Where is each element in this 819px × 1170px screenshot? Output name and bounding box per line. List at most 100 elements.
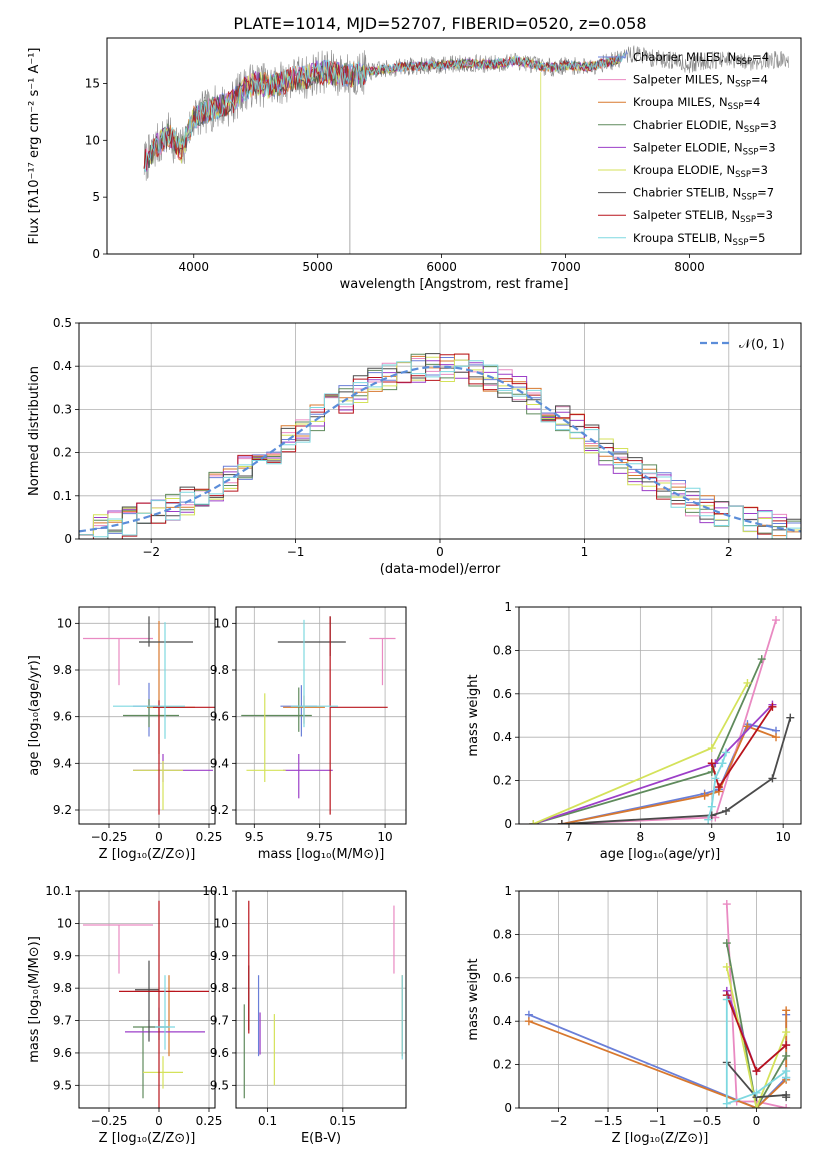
errorbar-point	[133, 1026, 169, 1099]
axis-label-y: mass [log₁₀(M/M⊙)]	[27, 936, 42, 1063]
tick-label-y: 9.6	[53, 710, 72, 724]
tick-label-x: −1	[649, 1114, 667, 1128]
axis-label-y: Normed distribution	[27, 366, 42, 496]
legend-subscript: SSP	[743, 147, 759, 157]
legend-label: 𝒩(0, 1)	[739, 336, 785, 351]
weight-marker	[557, 820, 566, 824]
plot-area	[79, 353, 801, 539]
errorbar-point	[329, 616, 388, 815]
plot-area	[83, 616, 215, 815]
legend-subscript: SSP	[735, 80, 751, 90]
weight-marker	[752, 1088, 761, 1097]
tick-label-x: 0.15	[329, 1114, 356, 1128]
tick-label-y: 10.1	[202, 884, 229, 898]
weight-marker	[707, 802, 716, 811]
panel-mass_vs_ebv: 0.1 0.15 9.5 9.6 9.7 9.8 9.9 10 10.1 E(B-V)	[202, 884, 407, 1146]
weight-marker	[718, 759, 727, 768]
panel-weight_vs_z: −2 −1.5 −1 −0.5 0 0 0.2 0.4 0.6 0.8 1 Z [log₁₀(Z/Z⊙…	[466, 884, 802, 1146]
tick-label-y: 0.4	[493, 1014, 512, 1028]
errorbar-point	[143, 1056, 183, 1089]
legend-subscript: SSP	[733, 238, 749, 248]
tick-label-x: −2	[550, 1114, 568, 1128]
tick-label-x: 1	[581, 545, 589, 559]
legend-label: Salpeter ELODIE, NSSP=3	[633, 140, 776, 157]
tick-label-y: 9.6	[210, 710, 229, 724]
plot-area	[243, 900, 403, 1099]
tick-label-x: 4000	[178, 260, 209, 274]
tick-label-x: 9.75	[306, 830, 333, 844]
errorbar-point	[155, 975, 175, 1050]
axis-label-y: age [log₁₀(age/yr)]	[27, 655, 42, 776]
weight-marker	[757, 655, 766, 664]
tick-label-x: 7000	[550, 260, 581, 274]
tick-label-x: 9	[708, 830, 716, 844]
panel-weight_vs_age: 7 8 9 10 0 0.2 0.4 0.6 0.8 1 age [log₁₀(age/yr)] ma…	[466, 600, 802, 862]
tick-label-y: 0.6	[493, 687, 512, 701]
axes-frame	[78, 606, 216, 825]
tick-label-y: 9.6	[53, 1046, 72, 1060]
axis-label-x: Z [log₁₀(Z/Z⊙)]	[612, 1131, 709, 1146]
axis-label-x: Z [log₁₀(Z/Z⊙)]	[99, 847, 196, 862]
axes-frame	[106, 37, 802, 255]
tick-label-y: 1	[504, 884, 512, 898]
tick-label-x: 0	[753, 1114, 761, 1128]
axis-label-y: mass weight	[466, 674, 481, 756]
legend-subscript: SSP	[736, 57, 752, 67]
tick-label-y: 9.4	[53, 756, 72, 770]
plot-area	[241, 616, 396, 815]
tick-label-y: 10.1	[45, 884, 72, 898]
weight-marker	[782, 1073, 791, 1082]
tick-label-y: 0.8	[493, 927, 512, 941]
tick-label-x: −0.5	[692, 1114, 721, 1128]
tick-label-x: 0.25	[196, 830, 223, 844]
legend-label: Salpeter STELIB, NSSP=3	[633, 208, 773, 225]
tick-label-y: 9.7	[210, 1014, 229, 1028]
tick-label-y: 9.7	[53, 1014, 72, 1028]
errorbar-point	[139, 616, 193, 647]
weight-marker	[714, 783, 723, 792]
tick-label-y: 10	[85, 133, 100, 147]
tick-label-x: 0	[155, 830, 163, 844]
tick-label-y: 0.2	[493, 774, 512, 788]
tick-label-x: 0	[155, 1114, 163, 1128]
weight-marker	[782, 1041, 791, 1050]
weight-marker	[786, 713, 795, 722]
plot-area	[83, 900, 209, 1108]
observed-spectrum-line	[143, 45, 789, 181]
legend-count: =4	[743, 95, 760, 109]
plot-area	[143, 45, 789, 254]
weight-marker	[722, 995, 731, 1004]
weight-marker	[752, 1104, 761, 1108]
axis-label-x: age [log₁₀(age/yr)]	[600, 847, 721, 862]
plot-area	[524, 900, 791, 1108]
tick-label-x: 2	[725, 545, 733, 559]
tick-label-x: 5000	[302, 260, 333, 274]
axes-frame	[235, 606, 407, 825]
weight-marker	[743, 678, 752, 687]
errorbar-point	[133, 682, 159, 737]
tick-label-y: 9.5	[53, 1078, 72, 1092]
tick-label-y: 9.6	[210, 1046, 229, 1060]
tick-label-x: 10	[776, 830, 791, 844]
tick-label-y: 0	[92, 247, 100, 261]
legend-label: Chabrier MILES, NSSP=4	[633, 50, 769, 67]
weight-series-line	[725, 942, 787, 1108]
tick-label-x: 6000	[426, 260, 457, 274]
weight-marker	[768, 702, 777, 711]
weight-series-line	[561, 725, 777, 824]
legend-label: Chabrier ELODIE, NSSP=3	[633, 118, 777, 135]
legend-label: Kroupa STELIB, NSSP=5	[633, 231, 765, 248]
tick-label-y: 0.8	[493, 643, 512, 657]
weight-marker	[782, 1104, 791, 1108]
tick-label-x: 8	[637, 830, 645, 844]
tick-label-y: 1	[504, 600, 512, 614]
weight-marker	[782, 1093, 791, 1102]
tick-label-y: 9.2	[210, 803, 229, 817]
tick-label-y: 10	[214, 616, 229, 630]
legend-subscript: SSP	[744, 125, 760, 135]
weight-marker	[722, 748, 731, 757]
weight-marker	[782, 1006, 791, 1015]
errorbar-point	[168, 975, 175, 1057]
tick-label-y: 9.8	[53, 981, 72, 995]
legend-count: =3	[751, 163, 768, 177]
